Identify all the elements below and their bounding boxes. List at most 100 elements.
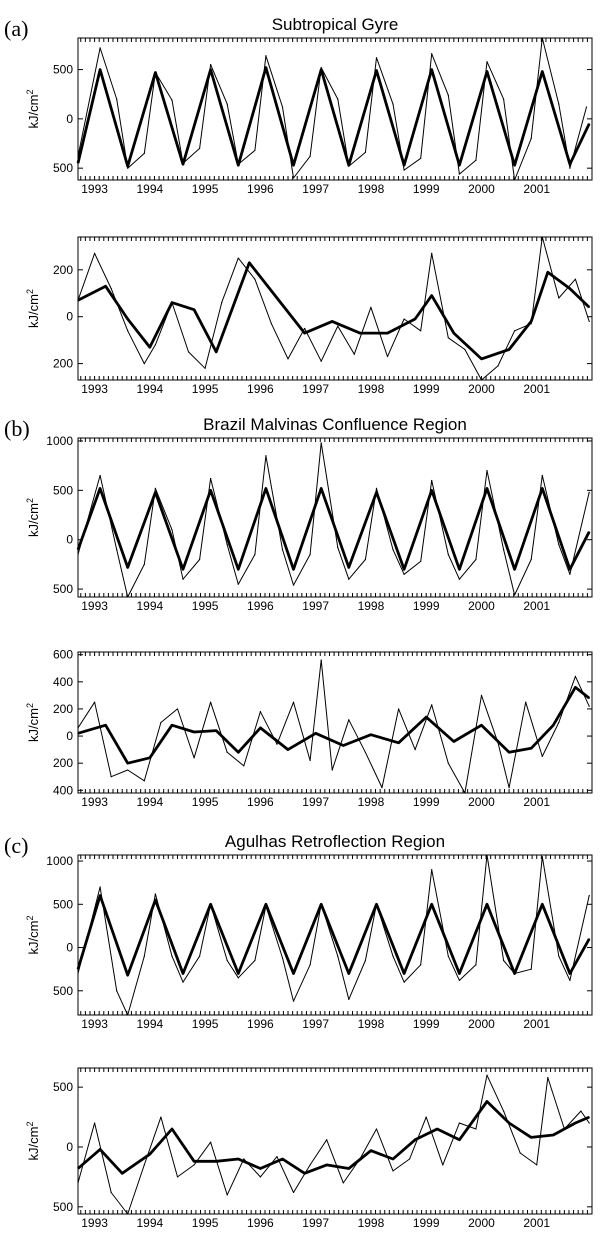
data-point (397, 708, 400, 710)
y-tick-label: 500 (53, 1200, 73, 1214)
data-point (392, 103, 394, 105)
data-point (588, 306, 590, 308)
x-tick-label: 1999 (413, 182, 440, 196)
x-tick-label: 1994 (136, 1216, 163, 1230)
data-point (375, 57, 378, 59)
data-point (176, 1176, 179, 1178)
data-point (519, 1152, 521, 1154)
x-tick-label: 2001 (523, 1017, 550, 1031)
x-tick-label: 2000 (468, 1017, 495, 1031)
data-point (403, 318, 405, 320)
data-point (386, 332, 389, 334)
data-point (320, 68, 322, 71)
x-tick-label: 1997 (302, 182, 329, 196)
data-point (392, 1158, 394, 1160)
panel-title: Subtropical Gyre (272, 15, 399, 34)
data-point (475, 964, 477, 966)
data-point (309, 759, 311, 762)
x-tick-label: 2001 (523, 382, 550, 396)
x-tick-label: 1995 (192, 1216, 219, 1230)
data-point (198, 955, 201, 957)
data-point (154, 71, 156, 74)
data-point (160, 721, 162, 724)
data-point (215, 1160, 217, 1162)
data-point (210, 64, 212, 66)
data-point (447, 762, 449, 764)
y-tick-label: 500 (53, 984, 73, 998)
data-point (99, 1148, 101, 1150)
data-point (210, 903, 212, 905)
plot-frame (77, 437, 593, 598)
data-point (403, 972, 405, 975)
data-point (348, 1167, 350, 1170)
data-point (588, 697, 590, 699)
data-point (326, 1139, 328, 1141)
data-point (558, 544, 560, 546)
data-point (259, 1167, 261, 1170)
data-point (514, 972, 516, 975)
data-point (198, 558, 201, 561)
data-point (281, 548, 284, 551)
data-point (447, 337, 449, 339)
data-point (292, 164, 295, 166)
data-point (364, 558, 366, 561)
data-point (127, 566, 129, 568)
data-point (558, 103, 560, 105)
data-point (193, 757, 195, 759)
data-point (337, 955, 339, 957)
data-point (364, 151, 366, 153)
data-point (326, 1164, 328, 1166)
data-point (292, 568, 295, 570)
data-point (475, 159, 477, 161)
chart-panel-1: 1993 1994 1995 1996 1997 1998 1999 2000 2001 500 0… (4, 15, 593, 196)
data-point (226, 959, 228, 962)
data-point (458, 979, 460, 982)
series-line-smoothed (76, 66, 591, 168)
data-point (292, 701, 295, 703)
y-tick-label: 200 (53, 702, 73, 716)
data-point (588, 1122, 590, 1124)
data-point (541, 755, 543, 757)
data-point (375, 69, 378, 72)
data-point (309, 1164, 311, 1166)
data-point (292, 1191, 295, 1194)
data-point (364, 751, 366, 753)
data-point (414, 318, 416, 320)
data-point (77, 1182, 79, 1184)
data-point (154, 344, 156, 346)
data-point (574, 1122, 577, 1124)
data-point (420, 560, 422, 563)
data-point (127, 762, 129, 764)
data-point (320, 360, 322, 362)
data-point (530, 558, 532, 561)
y-tick-label: 500 (53, 483, 73, 497)
data-point (458, 1122, 460, 1124)
data-point (149, 346, 151, 348)
data-point (370, 306, 372, 308)
data-point (569, 287, 571, 290)
data-point (420, 330, 422, 332)
data-point (486, 70, 488, 73)
data-point (569, 568, 571, 570)
data-point (210, 68, 212, 71)
data-point (171, 724, 173, 726)
data-point (480, 724, 483, 726)
data-point (127, 318, 129, 320)
data-point (486, 854, 488, 856)
data-point (392, 955, 394, 957)
plot-frame (77, 37, 593, 181)
data-point (237, 751, 239, 753)
data-point (292, 177, 295, 179)
data-point (392, 1170, 394, 1172)
data-point (265, 55, 267, 57)
x-tick-label: 2000 (468, 382, 495, 396)
data-point (237, 1158, 239, 1160)
data-point (77, 299, 79, 301)
data-point (588, 320, 590, 322)
data-point (514, 164, 516, 166)
data-point (486, 903, 488, 905)
data-point (480, 379, 483, 381)
data-point (287, 749, 289, 751)
y-axis-label: kJ/cm2 (25, 1122, 41, 1161)
